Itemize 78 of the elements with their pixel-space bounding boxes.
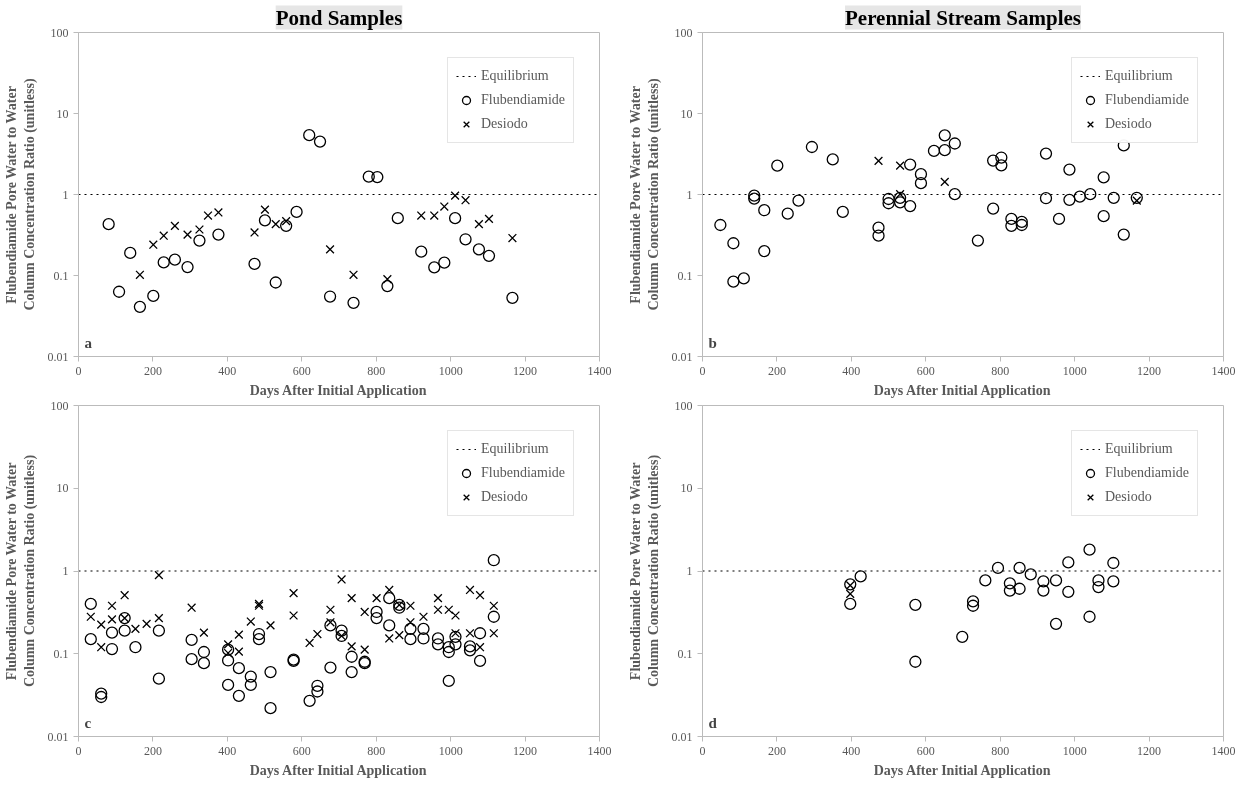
x-tick-label: 800 — [991, 363, 1010, 378]
legend-label: Equilibrium — [1105, 68, 1173, 84]
x-tick-label: 1000 — [438, 743, 463, 758]
x-tick-label: 1400 — [1211, 743, 1236, 758]
y-tick-label: 0.01 — [47, 729, 69, 744]
x-tick-label: 800 — [991, 743, 1010, 758]
x-axis-title: Days After Initial Application — [249, 382, 427, 398]
y-tick-label: 10 — [56, 106, 69, 121]
y-tick-label: 100 — [674, 25, 693, 40]
legend-label: Flubendiamide — [1105, 465, 1189, 481]
x-tick-label: 400 — [218, 363, 237, 378]
chart-title: Pond Samples — [275, 5, 403, 30]
y-tick-label: 10 — [680, 106, 693, 121]
x-axis-title: Days After Initial Application — [249, 762, 427, 778]
x-tick-label: 200 — [143, 363, 162, 378]
x-tick-label: 1000 — [1062, 363, 1087, 378]
chart-title: Perennial Stream Samples — [844, 5, 1082, 30]
x-tick-label: 1200 — [1137, 363, 1162, 378]
legend-label: Equilibrium — [481, 68, 549, 84]
y-tick-label: 10 — [680, 481, 693, 496]
x-tick-label: 1400 — [587, 743, 612, 758]
x-tick-label: 200 — [767, 363, 786, 378]
x-tick-label: 200 — [143, 743, 162, 758]
legend-label: Flubendiamide — [481, 465, 565, 481]
y-tick-label: 1 — [62, 187, 69, 202]
y-tick-label: 0.01 — [671, 729, 693, 744]
y-tick-label: 0.1 — [53, 268, 69, 283]
x-tick-label: 600 — [292, 743, 311, 758]
x-axis-title: Days After Initial Application — [873, 382, 1051, 398]
legend-label: Equilibrium — [481, 441, 549, 457]
y-tick-label: 0.1 — [677, 646, 693, 661]
x-tick-label: 400 — [842, 743, 861, 758]
x-tick-label: 1200 — [1137, 743, 1162, 758]
y-tick-label: 100 — [50, 398, 69, 413]
x-tick-label: 1400 — [587, 363, 612, 378]
annotation: d — [708, 714, 718, 731]
annotation: c — [84, 714, 92, 731]
legend-label: Equilibrium — [1105, 441, 1173, 457]
x-tick-label: 400 — [218, 743, 237, 758]
x-tick-label: 0 — [75, 743, 82, 758]
x-tick-label: 0 — [75, 363, 82, 378]
x-tick-label: 800 — [367, 743, 386, 758]
x-tick-label: 600 — [916, 743, 935, 758]
y-tick-label: 0.01 — [47, 349, 69, 364]
x-tick-label: 1200 — [513, 363, 538, 378]
x-tick-label: 600 — [292, 363, 311, 378]
x-tick-label: 1000 — [1062, 743, 1087, 758]
legend-label: Desiodo — [481, 489, 528, 505]
legend-label: Flubendiamide — [1105, 92, 1189, 108]
annotation: a — [84, 334, 93, 351]
y-tick-label: 1 — [686, 564, 693, 578]
legend-label: Flubendiamide — [481, 92, 565, 108]
x-tick-label: 200 — [767, 743, 786, 758]
y-axis-title: Flubendiamide Pore Water to Water Column Concentration Ratio (unitless) — [3, 454, 38, 688]
x-tick-label: 800 — [367, 363, 386, 378]
x-tick-label: 0 — [699, 363, 706, 378]
annotation: b — [708, 334, 717, 351]
y-tick-label: 100 — [674, 398, 693, 413]
x-tick-label: 600 — [916, 363, 935, 378]
y-tick-label: 0.01 — [671, 349, 693, 364]
x-tick-label: 400 — [842, 363, 861, 378]
legend-label: Desiodo — [1105, 489, 1152, 505]
y-tick-label: 10 — [56, 481, 69, 496]
x-tick-label: 1400 — [1211, 363, 1236, 378]
legend-label: Desiodo — [481, 116, 528, 132]
y-axis-title: Flubendiamide Pore Water to Water Column Concentration Ratio (unitless) — [627, 454, 662, 688]
y-axis-title: Flubendiamide Pore Water to Water Column Concentration Ratio (unitless) — [3, 78, 38, 311]
x-axis-title: Days After Initial Application — [873, 762, 1051, 778]
y-tick-label: 0.1 — [53, 646, 69, 661]
x-tick-label: 1200 — [513, 743, 538, 758]
legend-label: Desiodo — [1105, 116, 1152, 132]
x-tick-label: 1000 — [438, 363, 463, 378]
x-tick-label: 0 — [699, 743, 706, 758]
y-tick-label: 0.1 — [677, 268, 693, 283]
y-axis-title: Flubendiamide Pore Water to Water Column Concentration Ratio (unitless) — [627, 78, 662, 311]
y-tick-label: 1 — [62, 564, 69, 578]
y-tick-label: 1 — [686, 187, 693, 202]
y-tick-label: 100 — [50, 25, 69, 40]
